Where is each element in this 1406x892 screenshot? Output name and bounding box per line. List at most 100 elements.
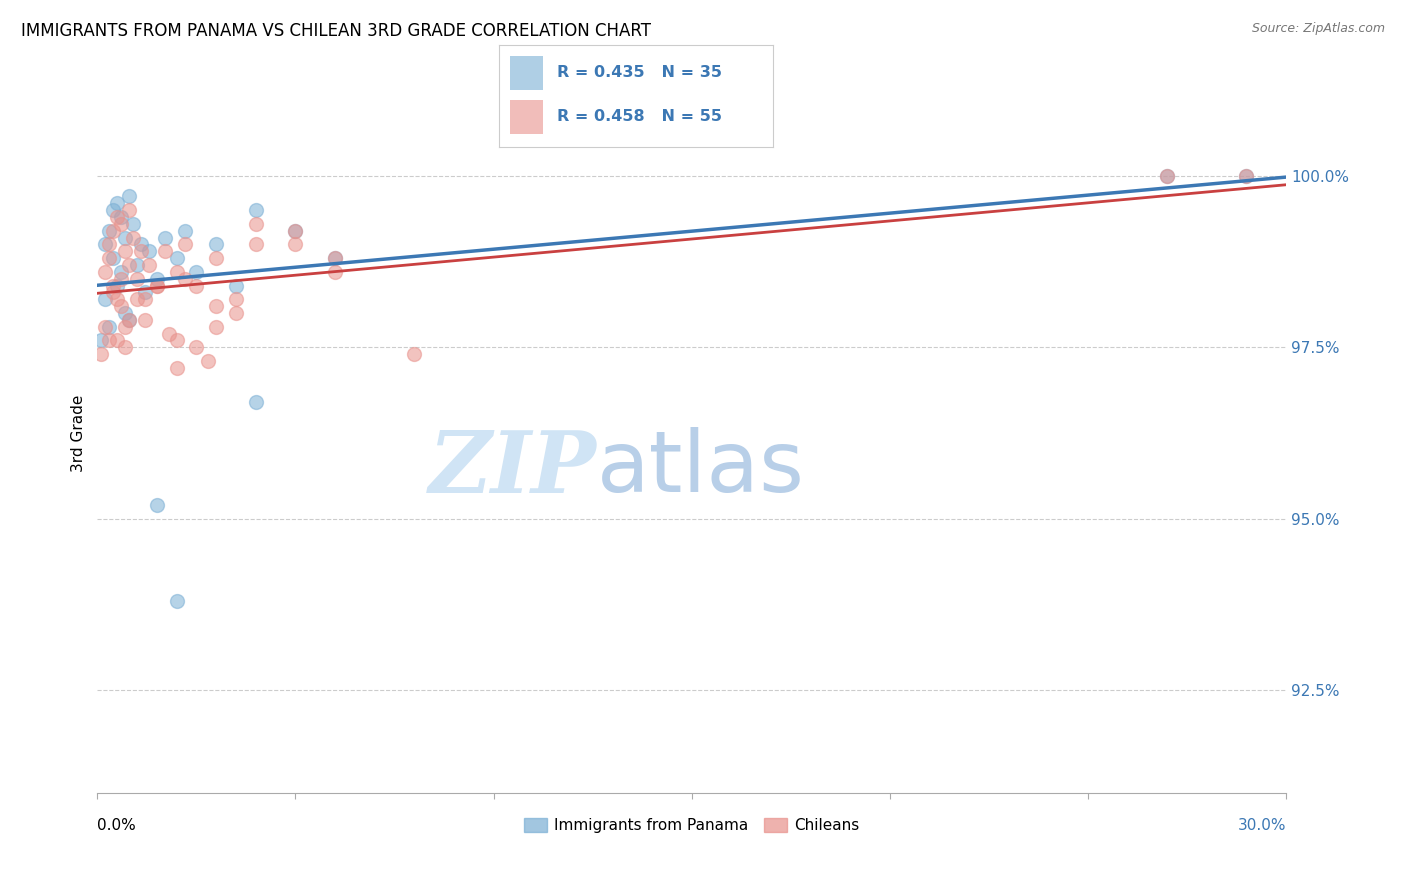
Point <box>134 313 156 327</box>
Point <box>114 319 136 334</box>
Point <box>146 278 169 293</box>
Point <box>118 203 141 218</box>
Point <box>94 237 117 252</box>
Point <box>153 244 176 259</box>
Text: 0.0%: 0.0% <box>97 818 136 833</box>
Point <box>105 293 128 307</box>
Point <box>94 319 117 334</box>
Point <box>110 210 132 224</box>
Point <box>98 237 121 252</box>
Point <box>166 334 188 348</box>
Point <box>138 258 160 272</box>
Point <box>94 265 117 279</box>
Point <box>284 237 307 252</box>
Point <box>323 251 346 265</box>
Point <box>129 244 152 259</box>
Point <box>114 340 136 354</box>
Point <box>110 265 132 279</box>
Text: R = 0.435   N = 35: R = 0.435 N = 35 <box>557 65 721 80</box>
Point <box>98 334 121 348</box>
Point <box>157 326 180 341</box>
Point <box>90 347 112 361</box>
Point <box>138 244 160 259</box>
Text: ZIP: ZIP <box>429 427 596 511</box>
Text: IMMIGRANTS FROM PANAMA VS CHILEAN 3RD GRADE CORRELATION CHART: IMMIGRANTS FROM PANAMA VS CHILEAN 3RD GR… <box>21 22 651 40</box>
Point <box>225 306 247 320</box>
Point <box>146 498 169 512</box>
Point <box>205 319 228 334</box>
Point <box>1156 169 1178 183</box>
Bar <box>510 100 543 134</box>
Point <box>118 189 141 203</box>
Text: atlas: atlas <box>596 427 804 510</box>
Point <box>153 230 176 244</box>
Point <box>105 196 128 211</box>
Point <box>205 237 228 252</box>
Point <box>245 217 267 231</box>
Point <box>103 224 125 238</box>
Point <box>110 271 132 285</box>
Point <box>94 293 117 307</box>
Point <box>1234 169 1257 183</box>
Point <box>122 230 145 244</box>
Point <box>103 278 125 293</box>
Point <box>225 293 247 307</box>
Point <box>173 224 195 238</box>
Point <box>134 293 156 307</box>
Point <box>186 265 208 279</box>
Point <box>205 251 228 265</box>
Point <box>105 278 128 293</box>
Text: Source: ZipAtlas.com: Source: ZipAtlas.com <box>1251 22 1385 36</box>
Point <box>98 319 121 334</box>
Point <box>110 299 132 313</box>
Point <box>166 265 188 279</box>
Point <box>129 237 152 252</box>
Bar <box>510 56 543 90</box>
Point <box>125 258 148 272</box>
Point <box>90 334 112 348</box>
Point <box>118 313 141 327</box>
Point <box>166 251 188 265</box>
Legend: Immigrants from Panama, Chileans: Immigrants from Panama, Chileans <box>517 812 866 839</box>
Text: 30.0%: 30.0% <box>1237 818 1286 833</box>
Point <box>98 224 121 238</box>
Point <box>146 278 169 293</box>
Point <box>118 313 141 327</box>
Point <box>103 251 125 265</box>
Point <box>186 278 208 293</box>
Point <box>284 224 307 238</box>
Point <box>103 203 125 218</box>
Text: R = 0.458   N = 55: R = 0.458 N = 55 <box>557 110 721 124</box>
Point <box>225 278 247 293</box>
Point <box>166 360 188 375</box>
Point <box>103 285 125 300</box>
Point <box>114 230 136 244</box>
Point <box>404 347 426 361</box>
Point <box>134 285 156 300</box>
Point <box>110 217 132 231</box>
Point <box>186 340 208 354</box>
Point <box>118 258 141 272</box>
Point <box>284 224 307 238</box>
Point <box>125 293 148 307</box>
Y-axis label: 3rd Grade: 3rd Grade <box>72 394 86 472</box>
Point <box>114 306 136 320</box>
Point <box>323 251 346 265</box>
Point <box>245 395 267 409</box>
Point <box>114 244 136 259</box>
Point <box>245 237 267 252</box>
Point <box>105 210 128 224</box>
Point <box>173 237 195 252</box>
Point <box>1156 169 1178 183</box>
Point <box>173 271 195 285</box>
Point <box>146 271 169 285</box>
Point <box>323 265 346 279</box>
Point <box>166 594 188 608</box>
Point <box>125 271 148 285</box>
Point <box>245 203 267 218</box>
Point <box>122 217 145 231</box>
Point <box>105 334 128 348</box>
Point <box>197 354 219 368</box>
Point <box>205 299 228 313</box>
Point <box>98 251 121 265</box>
